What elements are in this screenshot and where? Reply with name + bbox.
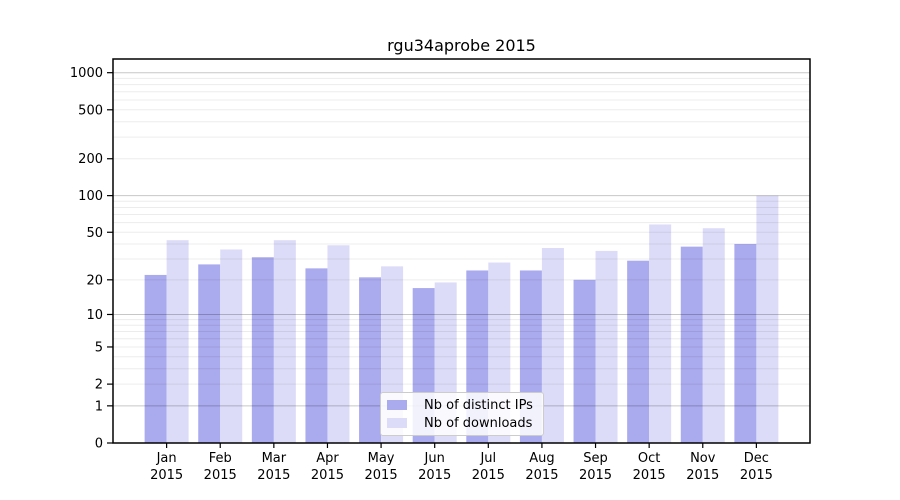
bar-distinct-ips-sep bbox=[573, 279, 596, 443]
x-tick-label-month: Jun bbox=[424, 451, 445, 466]
legend-item-downloads: Nb of downloads bbox=[387, 416, 543, 431]
legend-swatch-distinct-ips bbox=[387, 400, 407, 410]
x-tick-label-year: 2015 bbox=[525, 468, 558, 483]
x-tick-label-year: 2015 bbox=[579, 468, 612, 483]
x-tick-label-year: 2015 bbox=[257, 468, 290, 483]
x-tick-label-month: Nov bbox=[690, 451, 716, 466]
x-tick-label-month: Aug bbox=[529, 451, 554, 466]
x-tick-label-year: 2015 bbox=[204, 468, 237, 483]
x-tick-label-year: 2015 bbox=[418, 468, 451, 483]
x-tick-label-month: Feb bbox=[209, 451, 232, 466]
y-tick-label: 0 bbox=[95, 437, 103, 452]
bar-downloads-jan bbox=[166, 240, 189, 443]
y-tick-label: 500 bbox=[78, 103, 103, 118]
legend-item-distinct-ips: Nb of distinct IPs bbox=[387, 398, 543, 413]
legend-label-distinct-ips: Nb of distinct IPs bbox=[424, 397, 533, 413]
y-tick-label: 100 bbox=[78, 189, 103, 204]
bar-distinct-ips-apr bbox=[305, 268, 328, 443]
x-tick-label-year: 2015 bbox=[633, 468, 666, 483]
x-tick-label-year: 2015 bbox=[740, 468, 773, 483]
bar-downloads-apr bbox=[327, 245, 350, 443]
bar-distinct-ips-dec bbox=[734, 243, 757, 443]
bar-distinct-ips-may bbox=[359, 277, 382, 443]
x-tick-label-year: 2015 bbox=[365, 468, 398, 483]
legend-label-downloads: Nb of downloads bbox=[424, 415, 533, 431]
x-tick-label-year: 2015 bbox=[150, 468, 183, 483]
x-tick-label-month: Jul bbox=[479, 451, 496, 466]
bar-distinct-ips-jan bbox=[144, 274, 167, 443]
y-tick-label: 2 bbox=[95, 378, 103, 393]
bar-downloads-feb bbox=[220, 249, 243, 443]
bar-downloads-sep bbox=[595, 250, 618, 443]
x-tick-label-year: 2015 bbox=[686, 468, 719, 483]
bar-downloads-nov bbox=[702, 228, 725, 443]
bar-downloads-oct bbox=[649, 224, 672, 443]
x-tick-label-month: May bbox=[368, 451, 395, 466]
y-tick-label: 50 bbox=[86, 226, 103, 241]
y-tick-label: 20 bbox=[86, 273, 103, 288]
bar-downloads-dec bbox=[756, 195, 779, 443]
bar-distinct-ips-oct bbox=[627, 260, 650, 443]
bar-downloads-mar bbox=[273, 240, 296, 443]
bar-distinct-ips-nov bbox=[680, 246, 703, 443]
chart-title: rgu34aprobe 2015 bbox=[387, 36, 536, 55]
y-tick-label: 1000 bbox=[70, 66, 103, 81]
x-tick-label-month: Dec bbox=[744, 451, 769, 466]
bar-downloads-aug bbox=[541, 248, 564, 443]
y-tick-label: 200 bbox=[78, 152, 103, 167]
y-tick-label: 10 bbox=[86, 308, 103, 323]
y-tick-label: 5 bbox=[95, 340, 103, 355]
y-tick-label: 1 bbox=[95, 399, 103, 414]
x-tick-label-month: Sep bbox=[583, 451, 608, 466]
x-tick-label-month: Jan bbox=[156, 451, 177, 466]
legend: Nb of distinct IPs Nb of downloads bbox=[380, 392, 544, 436]
x-tick-label-year: 2015 bbox=[311, 468, 344, 483]
plot-border bbox=[112, 58, 811, 444]
x-tick-label-month: Mar bbox=[262, 451, 287, 466]
legend-swatch-downloads bbox=[387, 418, 407, 428]
x-tick-label-year: 2015 bbox=[472, 468, 505, 483]
bar-distinct-ips-feb bbox=[198, 264, 221, 443]
bar-distinct-ips-mar bbox=[251, 257, 274, 443]
x-tick-label-month: Apr bbox=[316, 451, 339, 466]
x-tick-label-month: Oct bbox=[638, 451, 660, 466]
